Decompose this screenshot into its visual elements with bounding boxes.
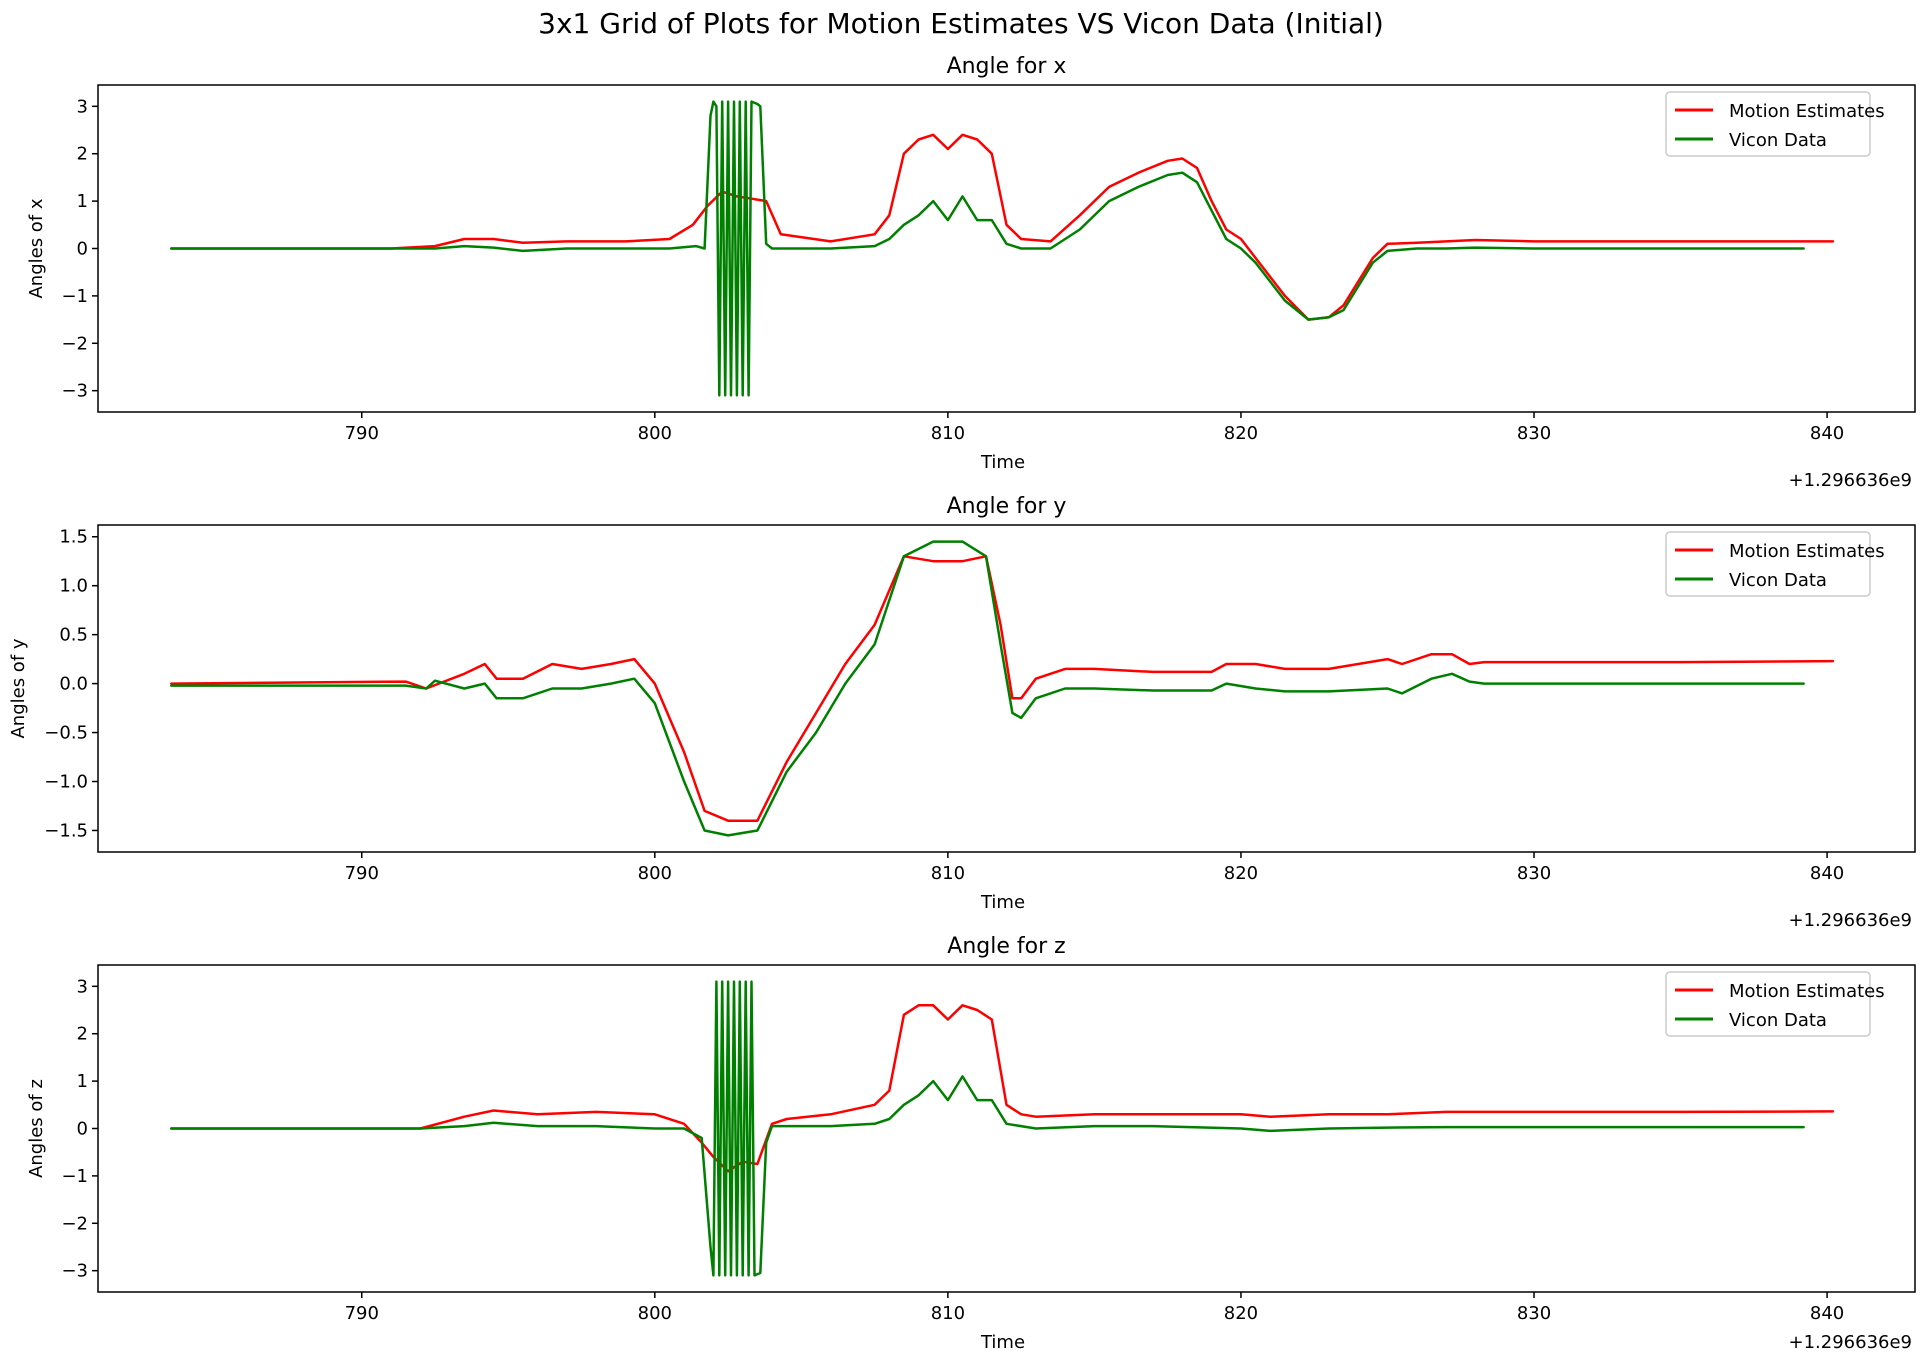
y-tick-label: −3 [61,1261,88,1282]
y-tick-label: 2 [77,144,88,165]
subplot-z: Angle for z −3 −2 −1 0 1 2 3 790 800 810 820 830 84… [26,934,1916,1353]
x-tick-label: 800 [638,863,672,884]
series-line-vicon-data [170,100,1805,397]
legend-label-motion-estimates: Motion Estimates [1729,541,1885,562]
series-layer [170,540,1835,837]
y-axis-label: Angles of z [26,1079,47,1178]
y-tick-label: −1.0 [44,772,88,793]
y-tick-label: 1.0 [59,576,88,597]
x-tick-label: 830 [1517,423,1551,444]
y-tick-label: 0.0 [59,674,88,695]
x-ticks: 790 800 810 820 830 840 [345,412,1844,444]
x-axis-label: Time [980,452,1025,473]
subplot-title: Angle for z [947,934,1065,959]
legend: Motion Estimates Vicon Data [1665,91,1885,157]
y-ticks: −3 −2 −1 0 1 2 3 [61,96,98,402]
series-line-motion-estimates [170,555,1835,822]
y-tick-label: −1 [61,286,88,307]
y-axis-label: Angles of x [26,198,47,298]
series-line-motion-estimates [170,133,1835,321]
x-axis-label: Time [980,892,1025,913]
x-offset-text: +1.296636e9 [1789,470,1913,491]
legend-frame [1665,91,1871,157]
x-offset-text: +1.296636e9 [1789,1332,1913,1353]
figure-suptitle: 3x1 Grid of Plots for Motion Estimates V… [538,7,1384,40]
legend-label-vicon-data: Vicon Data [1729,1010,1827,1031]
legend-label-vicon-data: Vicon Data [1729,130,1827,151]
x-tick-label: 810 [931,1303,965,1324]
legend-frame [1665,971,1871,1037]
x-tick-label: 820 [1224,423,1258,444]
x-tick-label: 830 [1517,863,1551,884]
y-tick-label: 1 [77,191,88,212]
x-tick-label: 800 [638,1303,672,1324]
x-offset-text: +1.296636e9 [1789,910,1913,931]
y-tick-label: 1.5 [59,527,88,548]
legend-label-vicon-data: Vicon Data [1729,570,1827,591]
series-line-motion-estimates [170,1004,1835,1173]
y-tick-label: 2 [77,1024,88,1045]
y-tick-label: −2 [61,333,88,354]
x-tick-label: 790 [345,1303,379,1324]
y-tick-label: −2 [61,1213,88,1234]
x-tick-label: 790 [345,863,379,884]
legend-frame [1665,531,1871,597]
legend: Motion Estimates Vicon Data [1665,531,1885,597]
y-tick-label: 3 [77,976,88,997]
y-tick-label: 0.5 [59,625,88,646]
y-axis-label: Angles of y [8,638,29,738]
y-ticks: −1.5 −1.0 −0.5 0.0 0.5 1.0 1.5 [44,527,98,841]
legend-label-motion-estimates: Motion Estimates [1729,101,1885,122]
subplot-x: Angle for x −3 −2 −1 0 1 2 3 790 800 810 820 830 84… [26,54,1916,491]
x-tick-label: 820 [1224,1303,1258,1324]
x-tick-label: 820 [1224,863,1258,884]
y-tick-label: −1.5 [44,820,88,841]
x-tick-label: 830 [1517,1303,1551,1324]
y-tick-label: 1 [77,1071,88,1092]
legend-label-motion-estimates: Motion Estimates [1729,981,1885,1002]
x-tick-label: 840 [1810,423,1844,444]
y-ticks: −3 −2 −1 0 1 2 3 [61,976,98,1282]
x-axis-label: Time [980,1332,1025,1353]
y-tick-label: 3 [77,96,88,117]
x-tick-label: 800 [638,423,672,444]
x-tick-label: 790 [345,423,379,444]
plot-frame [97,524,1916,853]
y-tick-label: 0 [77,239,88,260]
y-tick-label: −0.5 [44,723,88,744]
x-ticks: 790 800 810 820 830 840 [345,852,1844,884]
subplot-title: Angle for y [947,494,1067,519]
y-tick-label: 0 [77,1119,88,1140]
series-line-vicon-data [170,540,1805,837]
legend: Motion Estimates Vicon Data [1665,971,1885,1037]
y-tick-label: −3 [61,381,88,402]
x-ticks: 790 800 810 820 830 840 [345,1292,1844,1324]
subplot-y: Angle for y −1.5 −1.0 −0.5 0.0 0.5 1.0 1.5 790… [8,494,1916,931]
x-tick-label: 840 [1810,1303,1844,1324]
series-layer [170,980,1835,1277]
y-tick-label: −1 [61,1166,88,1187]
series-line-vicon-data [170,980,1805,1277]
subplot-title: Angle for x [947,54,1067,79]
x-tick-label: 840 [1810,863,1844,884]
series-layer [170,100,1835,397]
x-tick-label: 810 [931,863,965,884]
x-tick-label: 810 [931,423,965,444]
